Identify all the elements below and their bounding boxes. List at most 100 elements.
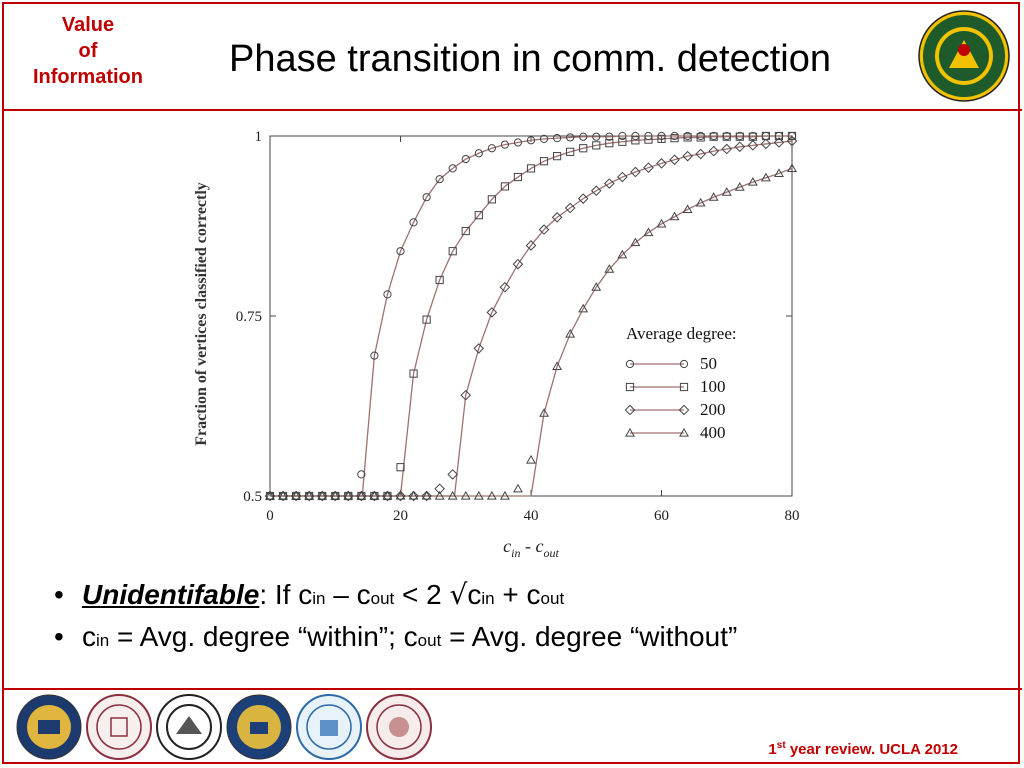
legend-label-50: 50 bbox=[700, 354, 717, 373]
legend-marker-50 bbox=[625, 359, 635, 369]
data-point-400 bbox=[408, 490, 419, 500]
data-point-200 bbox=[329, 490, 341, 502]
data-point-100 bbox=[618, 137, 627, 146]
data-point-200 bbox=[786, 135, 798, 147]
data-point-50 bbox=[539, 134, 549, 143]
data-point-200 bbox=[525, 240, 537, 251]
data-point-200 bbox=[486, 307, 498, 318]
data-point-100 bbox=[435, 275, 444, 285]
ucla-seal-icon bbox=[296, 694, 362, 760]
voi-line-2: of bbox=[78, 40, 98, 62]
x-label-sub-in: in bbox=[511, 546, 520, 560]
legend-marker-400 bbox=[679, 427, 689, 437]
plot-frame bbox=[269, 135, 793, 497]
data-point-50 bbox=[396, 247, 405, 256]
data-point-200 bbox=[316, 490, 328, 502]
data-point-200 bbox=[303, 490, 315, 502]
legend-marker-200 bbox=[678, 404, 690, 416]
data-point-100 bbox=[644, 135, 653, 144]
data-point-50 bbox=[618, 131, 627, 141]
data-point-200 bbox=[603, 178, 615, 189]
x-label-minus-c: - c bbox=[521, 536, 544, 556]
data-point-200 bbox=[656, 158, 667, 169]
data-point-400 bbox=[604, 264, 615, 273]
bullet-unidentifiable: Unidentifable: If cin – cout < 2 √cin + … bbox=[54, 576, 954, 618]
data-point-400 bbox=[552, 361, 563, 370]
data-point-200 bbox=[551, 212, 563, 223]
data-point-200 bbox=[512, 258, 524, 270]
data-point-200 bbox=[447, 469, 459, 480]
data-point-400 bbox=[291, 490, 302, 500]
sqrt-symbol: √ bbox=[449, 578, 468, 611]
data-point-400 bbox=[317, 490, 328, 500]
data-point-400 bbox=[486, 490, 497, 500]
b1-text-4: c bbox=[467, 579, 482, 610]
data-point-400 bbox=[421, 490, 432, 500]
phase-transition-chart: 0 20 40 60 80 0.5 0.75 1 Average degree: 50 100 2… bbox=[193, 129, 800, 560]
data-point-400 bbox=[682, 204, 693, 214]
data-point-50 bbox=[579, 132, 588, 141]
b2-sub-in: in bbox=[96, 631, 110, 650]
x-tick-label: 80 bbox=[785, 508, 800, 524]
data-point-50 bbox=[461, 154, 470, 164]
data-point-50 bbox=[422, 193, 431, 202]
data-point-50 bbox=[370, 351, 379, 360]
data-point-400 bbox=[539, 408, 550, 417]
legend-label-200: 200 bbox=[700, 400, 726, 419]
data-point-100 bbox=[500, 182, 509, 191]
b1-sub-in-2: in bbox=[481, 589, 495, 608]
slide-title: Phase transition in comm. detection bbox=[229, 38, 831, 80]
data-point-50 bbox=[631, 131, 640, 141]
data-point-400 bbox=[630, 237, 641, 247]
data-point-200 bbox=[356, 490, 367, 502]
data-point-400 bbox=[460, 490, 471, 500]
legend-marker-100 bbox=[679, 382, 689, 392]
data-point-50 bbox=[526, 136, 536, 145]
legend-marker-400 bbox=[625, 427, 635, 437]
data-point-200 bbox=[434, 483, 445, 495]
data-point-50 bbox=[605, 132, 614, 141]
data-point-50 bbox=[487, 144, 496, 153]
chart-axes: 0 20 40 60 80 0.5 0.75 1 bbox=[236, 129, 800, 524]
unidentifiable-keyword: Unidentifable bbox=[82, 579, 260, 610]
data-point-200 bbox=[708, 145, 720, 157]
data-point-100 bbox=[487, 195, 496, 204]
x-label-c: c bbox=[503, 536, 511, 556]
data-point-200 bbox=[617, 171, 628, 183]
b1-text-2: – c bbox=[325, 579, 371, 610]
data-point-200 bbox=[760, 138, 772, 150]
data-point-200 bbox=[773, 137, 785, 148]
value-of-information-label: Value of Information bbox=[10, 12, 166, 90]
data-point-100 bbox=[670, 134, 679, 143]
university-of-michigan-seal-icon bbox=[16, 694, 82, 760]
y-tick-label: 1 bbox=[255, 129, 263, 145]
data-point-200 bbox=[564, 202, 576, 214]
voi-line-1: Value bbox=[61, 14, 115, 36]
data-point-200 bbox=[369, 490, 380, 502]
data-point-200 bbox=[395, 490, 406, 502]
data-point-400 bbox=[747, 176, 758, 186]
b2-text-2: = Avg. degree “without” bbox=[441, 621, 738, 652]
arizona-state-seal-icon bbox=[366, 694, 432, 760]
data-point-200 bbox=[747, 140, 759, 151]
b1-sub-out-2: out bbox=[540, 589, 565, 608]
army-research-office-seal-icon bbox=[918, 10, 1010, 102]
data-point-100 bbox=[526, 164, 536, 173]
data-point-100 bbox=[605, 139, 614, 148]
mit-seal-icon bbox=[86, 694, 152, 760]
data-point-100 bbox=[657, 134, 666, 143]
data-point-200 bbox=[499, 281, 511, 293]
data-point-400 bbox=[617, 249, 628, 259]
data-point-400 bbox=[734, 182, 745, 191]
data-point-400 bbox=[369, 490, 380, 500]
data-point-200 bbox=[408, 490, 419, 502]
legend-marker-100 bbox=[625, 382, 635, 392]
data-point-50 bbox=[474, 149, 483, 158]
data-point-100 bbox=[474, 211, 483, 220]
data-point-100 bbox=[396, 463, 405, 472]
uc-berkeley-seal-icon bbox=[226, 694, 292, 760]
data-point-400 bbox=[499, 490, 510, 500]
data-point-400 bbox=[643, 227, 654, 237]
data-point-100 bbox=[683, 133, 692, 142]
data-point-200 bbox=[538, 224, 550, 235]
